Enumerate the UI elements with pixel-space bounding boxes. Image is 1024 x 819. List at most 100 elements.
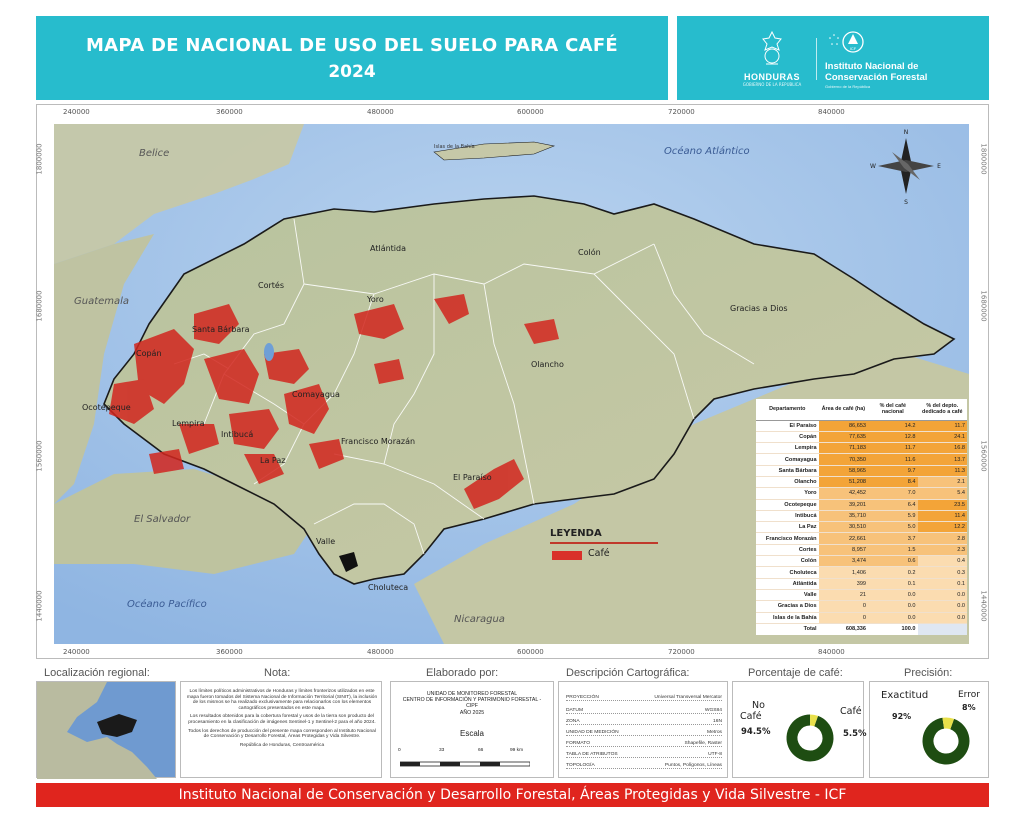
- carto-value: Universal Transversal Mercator: [654, 695, 722, 700]
- table-cell-dept: Comayagua: [756, 453, 819, 466]
- elab-line-2: CENTRO DE INFORMACIÓN Y PATRIMONIO FORES…: [402, 697, 542, 704]
- label-olancho: Olancho: [531, 360, 564, 369]
- y-tick-left: 1560000: [35, 440, 44, 472]
- regional-location-map: [36, 681, 176, 779]
- table-cell-area: 86,653: [818, 420, 869, 432]
- north-arrow-icon: N S E W: [870, 129, 941, 206]
- table-row: Santa Bárbara 58,965 9.7 11.3: [756, 465, 967, 477]
- carto-title: Descripción Cartográfica:: [566, 667, 690, 679]
- y-tick-left: 1800000: [35, 143, 44, 175]
- table-cell-pct-depto: 5.4: [917, 487, 967, 500]
- map-year: 2024: [328, 61, 376, 82]
- honduras-brand: HONDURAS: [743, 72, 800, 82]
- donut-slice-no-cafe: [786, 714, 834, 762]
- carto-row: ZONA 16N: [566, 719, 722, 725]
- cafe-value: 5.5%: [843, 729, 867, 739]
- nota-title: Nota:: [264, 667, 291, 679]
- table-cell-dept: Cortes: [756, 544, 819, 557]
- table-row: Gracias a Dios 0 0.0 0.0: [756, 600, 967, 613]
- carto-row: UNIDAD DE MEDICIÓN Metros: [566, 730, 722, 736]
- carto-key: DATUM: [566, 708, 584, 713]
- x-tick-top: 840000: [818, 108, 845, 116]
- label-cortes: Cortés: [258, 280, 284, 290]
- label-nicaragua: Nicaragua: [454, 614, 505, 625]
- table-cell-area: 51,208: [818, 476, 869, 489]
- logo-divider: [816, 38, 817, 80]
- table-cell-area: 35,710: [818, 510, 869, 523]
- carto-value: Puntos, Polígonos, Líneas: [664, 763, 722, 768]
- table-cell-area: 0: [818, 612, 869, 624]
- table-body: El Paraíso 86,653 14.2 11.7 Copán 77,635 12.8 2…: [756, 420, 967, 635]
- nota-text: Los límites políticos administrativos de…: [186, 689, 378, 748]
- carto-key: PROYECCIÓN: [566, 695, 599, 700]
- belice-land: [54, 124, 304, 264]
- error-value: 8%: [962, 703, 976, 712]
- table-cell-area: 70,350: [818, 453, 869, 466]
- el-salvador-land: [54, 469, 314, 574]
- carto-key: UNIDAD DE MEDICIÓN: [566, 730, 619, 735]
- table-cell-area: 77,635: [818, 431, 869, 444]
- donut-slice-exactitud: [922, 717, 970, 765]
- table-row: Comayagua 70,350 11.6 13.7: [756, 453, 967, 466]
- table-row: Atlántida 399 0.1 0.1: [756, 578, 967, 590]
- table-cell-dept: Islas de la Bahía: [756, 612, 819, 624]
- icf-logo: ICF Instituto Nacional de Conservación F…: [825, 30, 985, 89]
- table-row: Lempira 71,183 11.7 16.8: [756, 442, 967, 455]
- table-row: La Paz 30,510 5.0 12.2: [756, 521, 967, 534]
- elaborado-text: UNIDAD DE MONITOREO FORESTAL CENTRO DE I…: [392, 691, 552, 716]
- gulf-islands: [339, 552, 358, 572]
- table-cell-area: 8,957: [818, 544, 869, 557]
- table-cell-pct-depto: 13.7: [917, 453, 967, 466]
- table-cell-pct-nac: 5.0: [868, 521, 918, 534]
- cafe-label: Café: [840, 706, 862, 717]
- donut-slice-cafe: [809, 714, 819, 727]
- table-cell-pct-nac: 14.2: [868, 420, 918, 432]
- nota-p3: Todos los derechos de producción del pre…: [188, 728, 376, 740]
- legend-title: LEYENDA: [550, 528, 602, 539]
- label-lempira: Lempira: [172, 419, 205, 428]
- x-tick-bottom: 840000: [818, 648, 845, 656]
- table-cell-pct-depto: 12.2: [917, 521, 967, 534]
- table-cell-pct-depto: 2.1: [917, 476, 967, 489]
- table-cell-area: 21: [818, 589, 869, 602]
- x-tick-top: 720000: [668, 108, 695, 116]
- y-tick-right: 1800000: [979, 143, 988, 175]
- label-colon: Colón: [578, 247, 601, 257]
- honduras-logo: HONDURAS GOBIERNO DE LA REPÚBLICA: [737, 30, 807, 87]
- label-belice: Belice: [139, 148, 169, 159]
- table-total-label: Total: [803, 626, 817, 633]
- carto-key: ZONA: [566, 719, 580, 724]
- carto-value: Metros: [707, 730, 722, 735]
- carto-value: UTF-8: [708, 752, 722, 757]
- col-header-area: Área de café (ha): [818, 399, 869, 421]
- carto-key: FORMATO: [566, 741, 590, 746]
- table-cell-dept: Francisco Morazán: [756, 532, 819, 545]
- scale-tick-1: 33: [439, 748, 445, 753]
- table-row: Islas de la Bahía 0 0.0 0.0: [756, 612, 967, 624]
- table-cell-area: 22,661: [818, 532, 869, 545]
- table-cell-dept: Gracias a Dios: [756, 600, 819, 613]
- label-la-paz: La Paz: [260, 456, 285, 465]
- donut-slice-error: [942, 717, 955, 730]
- y-tick-right: 1560000: [979, 440, 988, 472]
- table-cell-area: 30,510: [818, 521, 869, 534]
- table-cell-pct-nac: 7.0: [868, 487, 918, 500]
- legend-swatch-cafe: [552, 551, 582, 560]
- icf-emblem-icon: ICF: [829, 31, 864, 53]
- carto-value: Shapefile, Raster: [684, 741, 722, 746]
- table-cell-pct-nac: 9.7: [868, 465, 918, 477]
- icf-name-2: Conservación Forestal: [825, 72, 928, 83]
- x-tick-bottom: 720000: [668, 648, 695, 656]
- carto-row: TOPOLOGÍA Puntos, Polígonos, Líneas: [566, 763, 722, 769]
- x-tick-bottom: 600000: [517, 648, 544, 656]
- label-oceano-pacifico: Océano Pacífico: [127, 598, 207, 610]
- label-islas-bahia: Islas de la Bahía: [434, 143, 475, 150]
- escala-label: Escala: [459, 729, 484, 738]
- south-label: S: [904, 199, 908, 206]
- elab-line-4: AÑO 2025: [459, 709, 485, 716]
- table-cell-area: 42,452: [818, 487, 869, 500]
- precision-donut-chart: [922, 717, 970, 765]
- table-cell-area: 39,201: [818, 499, 869, 511]
- label-santa-barbara: Santa Bárbara: [192, 325, 250, 334]
- col-header-pct-nac: % del café nacional: [868, 399, 918, 421]
